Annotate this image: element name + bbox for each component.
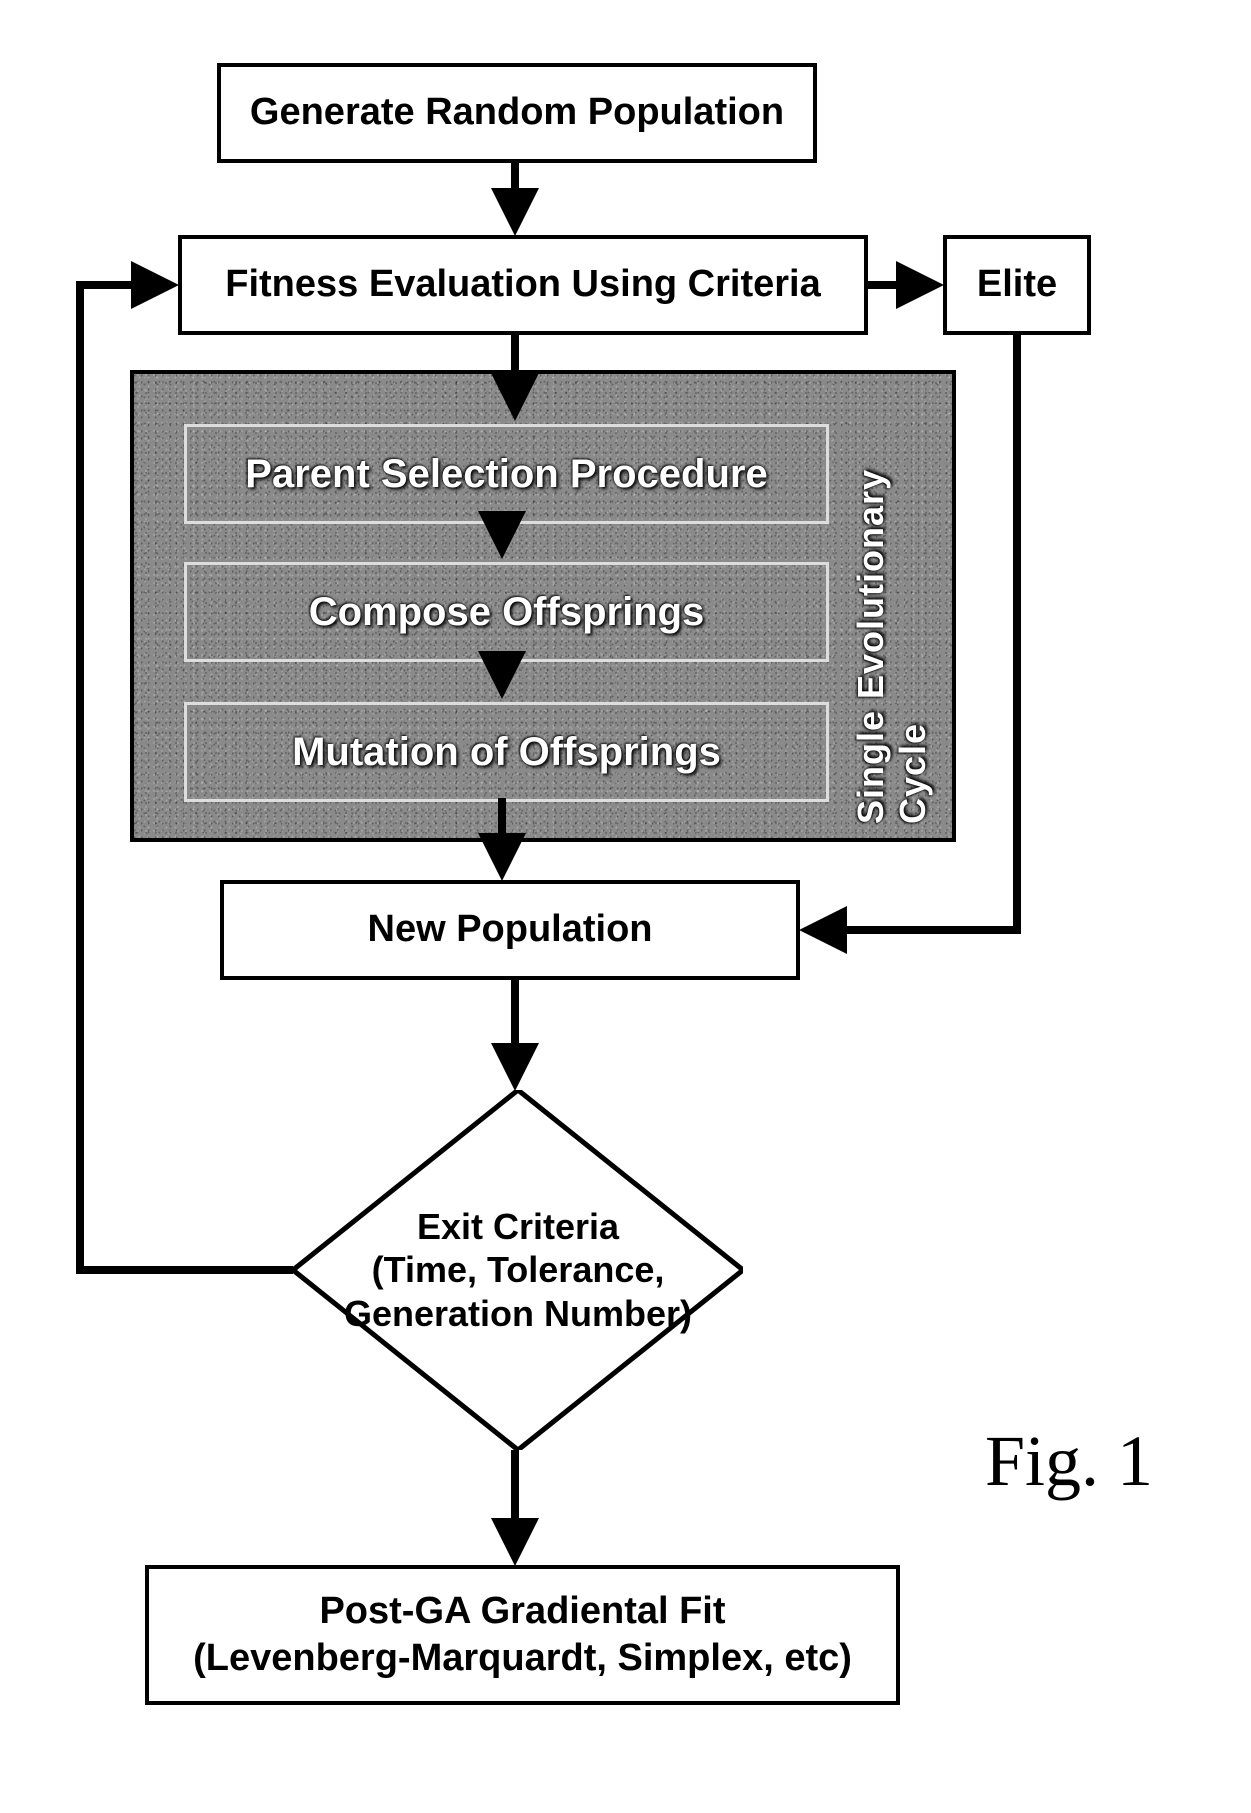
- elite-box: Elite: [943, 235, 1091, 335]
- parent-selection-box: Parent Selection Procedure: [184, 424, 829, 524]
- generate-label: Generate Random Population: [250, 89, 784, 137]
- mutation-box: Mutation of Offsprings: [184, 702, 829, 802]
- new-population-label: New Population: [368, 906, 653, 954]
- post-ga-label: Post-GA Gradiental Fit (Levenberg-Marqua…: [193, 1588, 852, 1683]
- exit-criteria-decision: Exit Criteria (Time, Tolerance, Generati…: [293, 1090, 743, 1450]
- compose-offsprings-box: Compose Offsprings: [184, 562, 829, 662]
- compose-offsprings-label: Compose Offsprings: [309, 590, 705, 635]
- post-ga-box: Post-GA Gradiental Fit (Levenberg-Marqua…: [145, 1565, 900, 1705]
- fitness-box: Fitness Evaluation Using Criteria: [178, 235, 868, 335]
- elite-label: Elite: [977, 261, 1057, 309]
- parent-selection-label: Parent Selection Procedure: [245, 452, 767, 497]
- generate-box: Generate Random Population: [217, 63, 817, 163]
- fitness-label: Fitness Evaluation Using Criteria: [225, 261, 820, 309]
- evolutionary-cycle-container: Parent Selection Procedure Compose Offsp…: [130, 370, 956, 842]
- mutation-label: Mutation of Offsprings: [292, 730, 721, 775]
- figure-label: Fig. 1: [985, 1420, 1153, 1503]
- exit-criteria-label: Exit Criteria (Time, Tolerance, Generati…: [293, 1090, 743, 1450]
- cycle-side-label: Single Evolutionary Cycle: [850, 394, 934, 824]
- new-population-box: New Population: [220, 880, 800, 980]
